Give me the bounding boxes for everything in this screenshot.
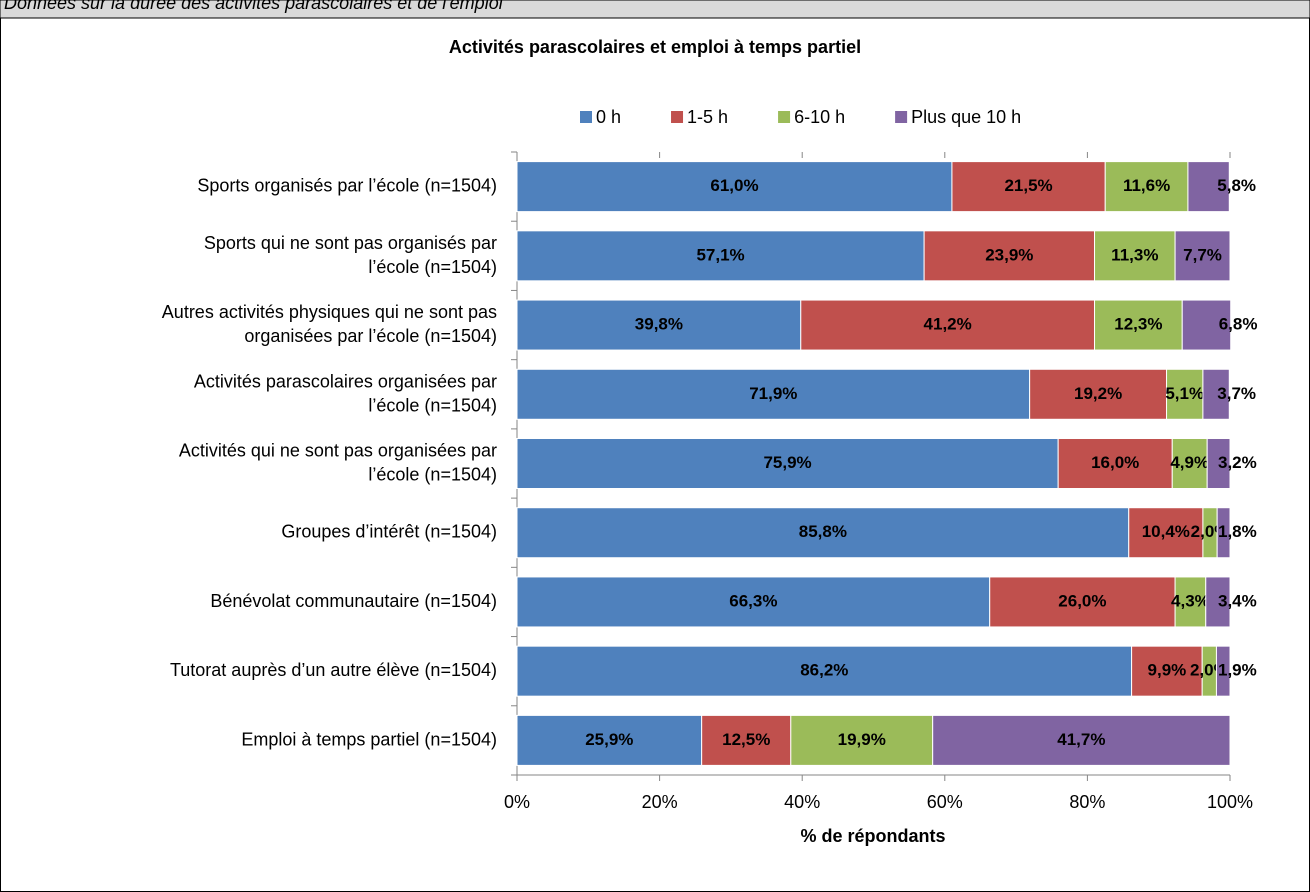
data-label: 11,6% xyxy=(1123,176,1170,195)
y-tick-label: Tutorat auprès d’un autre élève (n=1504) xyxy=(170,660,497,680)
bar-segment xyxy=(923,230,1096,282)
y-tick-label: Bénévolat communautaire (n=1504) xyxy=(210,591,497,611)
data-label: 71,9% xyxy=(749,384,797,403)
data-label: 61,0% xyxy=(710,176,758,195)
legend-label: 0 h xyxy=(596,107,621,127)
bar-segment xyxy=(516,161,953,213)
bar-segment xyxy=(989,576,1176,628)
legend-label: 6-10 h xyxy=(794,107,845,127)
data-label: 5,1% xyxy=(1165,384,1204,403)
bar-segment xyxy=(1131,645,1203,697)
legend-swatch xyxy=(895,111,908,123)
y-tick-label: Sports organisés par l’école (n=1504) xyxy=(197,175,497,195)
bar-segment xyxy=(1094,299,1183,351)
x-tick-label: 0% xyxy=(504,792,530,812)
data-label: 12,5% xyxy=(722,730,770,749)
data-label: 41,2% xyxy=(924,315,972,334)
data-label: 1,9% xyxy=(1218,661,1257,680)
x-tick-label: 20% xyxy=(642,792,678,812)
bar-segment xyxy=(790,714,934,766)
bar-segment xyxy=(516,645,1133,697)
y-tick-label: Activités qui ne sont pas organisées par… xyxy=(179,440,497,484)
bar-segment xyxy=(1166,368,1204,420)
bar-segment xyxy=(1205,576,1231,628)
bar-segment xyxy=(1174,230,1231,282)
bar-segment xyxy=(516,438,1059,489)
data-label: 26,0% xyxy=(1058,591,1106,610)
header-text: Données sur la durée des activités paras… xyxy=(4,0,504,13)
bar-segment xyxy=(516,299,802,351)
data-label: 5,8% xyxy=(1217,176,1256,195)
legend-label: Plus que 10 h xyxy=(911,107,1021,127)
data-label: 86,2% xyxy=(800,661,848,680)
data-label: 4,3% xyxy=(1171,591,1210,610)
data-label: 39,8% xyxy=(635,315,683,334)
bar-segment xyxy=(1202,368,1230,420)
data-label: 25,9% xyxy=(585,730,633,749)
data-label: 85,8% xyxy=(799,522,847,541)
data-label: 4,9% xyxy=(1170,453,1209,472)
y-tick-label: Sports qui ne sont pas organisés par l’éc… xyxy=(204,233,497,277)
bar-segment xyxy=(1029,368,1168,420)
bar-segment xyxy=(516,714,703,766)
chart-title: Activités parascolaires et emploi à temp… xyxy=(449,37,861,57)
bar-segment xyxy=(1094,230,1176,282)
data-label: 3,4% xyxy=(1218,591,1257,610)
data-label: 75,9% xyxy=(763,453,811,472)
bar-segment xyxy=(1181,299,1232,351)
data-label: 66,3% xyxy=(729,591,777,610)
data-label: 7,7% xyxy=(1183,245,1222,264)
legend-label: 1-5 h xyxy=(687,107,728,127)
bar-segment xyxy=(701,714,792,766)
bar-segment xyxy=(1174,576,1207,628)
bar-segment xyxy=(932,714,1231,766)
data-label: 57,1% xyxy=(696,245,744,264)
data-label: 19,2% xyxy=(1074,384,1122,403)
data-label: 19,9% xyxy=(838,730,886,749)
bar-segment xyxy=(516,368,1031,420)
x-tick-label: 40% xyxy=(784,792,820,812)
bar-segment xyxy=(1216,507,1231,559)
data-label: 23,9% xyxy=(985,245,1033,264)
bar-segment xyxy=(1215,645,1231,697)
y-tick-label: Emploi à temps partiel (n=1504) xyxy=(241,729,497,749)
data-label: 12,3% xyxy=(1114,315,1162,334)
data-label: 3,2% xyxy=(1218,453,1257,472)
data-label: 21,5% xyxy=(1004,176,1052,195)
x-tick-label: 60% xyxy=(927,792,963,812)
data-label: 9,9% xyxy=(1148,661,1187,680)
data-label: 1,8% xyxy=(1218,522,1257,541)
data-label: 11,3% xyxy=(1111,245,1158,264)
bar-segment xyxy=(1187,161,1230,213)
y-tick-label: Autres activités physiques qui ne sont p… xyxy=(162,302,497,346)
x-tick-label: 100% xyxy=(1207,792,1253,812)
bar-segment xyxy=(516,230,925,282)
bar-segment xyxy=(1104,161,1189,213)
legend-swatch xyxy=(580,111,592,123)
legend-swatch xyxy=(778,111,791,123)
bar-segment xyxy=(1206,438,1231,489)
data-label: 6,8% xyxy=(1219,315,1258,334)
bar-segment xyxy=(516,507,1130,559)
data-label: 16,0% xyxy=(1091,453,1139,472)
data-label: 10,4% xyxy=(1142,522,1190,541)
data-label: 3,7% xyxy=(1217,384,1256,403)
data-label: 41,7% xyxy=(1057,730,1105,749)
x-axis-title: % de répondants xyxy=(800,826,945,846)
bar-segment xyxy=(951,161,1106,213)
legend-swatch xyxy=(671,111,684,123)
bar-segment xyxy=(800,299,1096,351)
x-tick-label: 80% xyxy=(1069,792,1105,812)
y-tick-label: Activités parascolaires organisées par l’… xyxy=(194,371,497,415)
bar-segment xyxy=(1128,507,1204,559)
y-tick-label: Groupes d’intérêt (n=1504) xyxy=(281,521,497,541)
